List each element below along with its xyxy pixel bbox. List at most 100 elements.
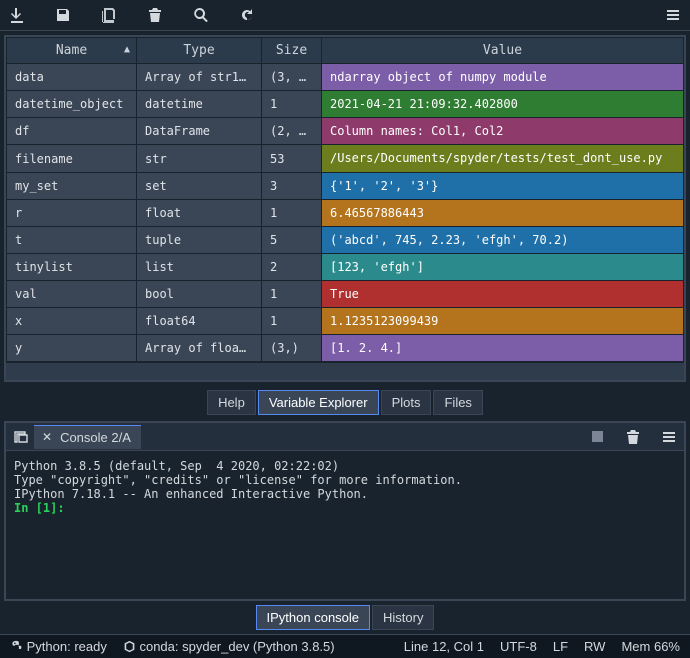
var-size-cell[interactable]: 1 xyxy=(262,281,322,308)
var-size-cell[interactable]: 3 xyxy=(262,173,322,200)
table-header-row: Name▲ Type Size Value xyxy=(7,38,684,64)
var-name-cell[interactable]: my_set xyxy=(7,173,137,200)
var-type-cell[interactable]: tuple xyxy=(137,227,262,254)
variable-table: Name▲ Type Size Value dataArray of str12… xyxy=(6,37,684,362)
console-output[interactable]: Python 3.8.5 (default, Sep 4 2020, 02:22… xyxy=(6,451,684,599)
import-icon[interactable] xyxy=(8,6,26,24)
var-name-cell[interactable]: r xyxy=(7,200,137,227)
var-value-cell[interactable]: 1.1235123099439 xyxy=(322,308,684,335)
variable-explorer-toolbar xyxy=(0,0,690,31)
var-size-cell[interactable]: 1 xyxy=(262,91,322,118)
var-value-cell[interactable]: ndarray object of numpy module xyxy=(322,64,684,91)
var-value-cell[interactable]: /Users/Documents/spyder/tests/test_dont_… xyxy=(322,145,684,173)
var-name-cell[interactable]: y xyxy=(7,335,137,362)
var-size-cell[interactable]: 1 xyxy=(262,200,322,227)
var-type-cell[interactable]: float xyxy=(137,200,262,227)
tab-ipython-console[interactable]: IPython console xyxy=(256,605,371,630)
var-name-cell[interactable]: x xyxy=(7,308,137,335)
col-header-size[interactable]: Size xyxy=(262,38,322,64)
table-row[interactable]: valbool1True xyxy=(7,281,684,308)
tab-plots[interactable]: Plots xyxy=(381,390,432,415)
status-bar: Python: ready conda: spyder_dev (Python … xyxy=(0,634,690,658)
sort-asc-icon: ▲ xyxy=(124,44,130,55)
var-value-cell[interactable]: {'1', '2', '3'} xyxy=(322,173,684,200)
tab-history[interactable]: History xyxy=(372,605,434,630)
status-mem[interactable]: Mem 66% xyxy=(621,639,680,654)
refresh-icon[interactable] xyxy=(238,6,256,24)
status-eol[interactable]: LF xyxy=(553,639,568,654)
python-icon xyxy=(10,640,23,653)
status-python[interactable]: Python: ready xyxy=(10,639,107,654)
status-encoding[interactable]: UTF-8 xyxy=(500,639,537,654)
browse-tabs-icon[interactable] xyxy=(12,428,30,446)
hamburger-icon[interactable] xyxy=(664,6,682,24)
var-value-cell[interactable]: Column names: Col1, Col2 xyxy=(322,118,684,145)
var-value-cell[interactable]: True xyxy=(322,281,684,308)
console-prompt: In [1]: xyxy=(14,501,65,515)
var-name-cell[interactable]: val xyxy=(7,281,137,308)
var-type-cell[interactable]: bool xyxy=(137,281,262,308)
var-type-cell[interactable]: DataFrame xyxy=(137,118,262,145)
col-header-name[interactable]: Name▲ xyxy=(7,38,137,64)
var-type-cell[interactable]: str xyxy=(137,145,262,173)
var-size-cell[interactable]: (3, 3) xyxy=(262,64,322,91)
status-line-col[interactable]: Line 12, Col 1 xyxy=(404,639,484,654)
console-options-icon[interactable] xyxy=(660,428,678,446)
col-header-type[interactable]: Type xyxy=(137,38,262,64)
table-row[interactable]: yArray of float32(3,)[1. 2. 4.] xyxy=(7,335,684,362)
console-tab[interactable]: ✕ Console 2/A xyxy=(34,425,141,449)
var-type-cell[interactable]: Array of float32 xyxy=(137,335,262,362)
var-name-cell[interactable]: datetime_object xyxy=(7,91,137,118)
var-type-cell[interactable]: datetime xyxy=(137,91,262,118)
var-type-cell[interactable]: Array of str128 xyxy=(137,64,262,91)
var-size-cell[interactable]: 53 xyxy=(262,145,322,173)
var-size-cell[interactable]: (2, 2) xyxy=(262,118,322,145)
table-row[interactable]: xfloat6411.1235123099439 xyxy=(7,308,684,335)
delete-icon[interactable] xyxy=(146,6,164,24)
console-pane: ✕ Console 2/A Python 3.8.5 (default, Sep… xyxy=(4,421,686,601)
tab-help[interactable]: Help xyxy=(207,390,256,415)
var-name-cell[interactable]: df xyxy=(7,118,137,145)
variable-explorer-pane: Name▲ Type Size Value dataArray of str12… xyxy=(4,35,686,382)
search-icon[interactable] xyxy=(192,6,210,24)
var-value-cell[interactable]: [123, 'efgh'] xyxy=(322,254,684,281)
var-name-cell[interactable]: data xyxy=(7,64,137,91)
console-line: Type "copyright", "credits" or "license"… xyxy=(14,473,676,487)
var-value-cell[interactable]: 2021-04-21 21:09:32.402800 xyxy=(322,91,684,118)
status-conda[interactable]: conda: spyder_dev (Python 3.8.5) xyxy=(123,639,335,654)
table-row[interactable]: tinylistlist2[123, 'efgh'] xyxy=(7,254,684,281)
stop-icon[interactable] xyxy=(588,428,606,446)
close-tab-icon[interactable]: ✕ xyxy=(42,430,52,444)
status-rw[interactable]: RW xyxy=(584,639,605,654)
bottom-tabs: IPython console History xyxy=(0,601,690,634)
tab-variable-explorer[interactable]: Variable Explorer xyxy=(258,390,379,415)
table-row[interactable]: rfloat16.46567886443 xyxy=(7,200,684,227)
console-line: Python 3.8.5 (default, Sep 4 2020, 02:22… xyxy=(14,459,676,473)
var-size-cell[interactable]: 5 xyxy=(262,227,322,254)
var-size-cell[interactable]: (3,) xyxy=(262,335,322,362)
save-icon[interactable] xyxy=(54,6,72,24)
console-line: IPython 7.18.1 -- An enhanced Interactiv… xyxy=(14,487,676,501)
var-type-cell[interactable]: set xyxy=(137,173,262,200)
var-name-cell[interactable]: filename xyxy=(7,145,137,173)
table-row[interactable]: dataArray of str128(3, 3)ndarray object … xyxy=(7,64,684,91)
var-name-cell[interactable]: t xyxy=(7,227,137,254)
table-row[interactable]: datetime_objectdatetime12021-04-21 21:09… xyxy=(7,91,684,118)
table-row[interactable]: ttuple5('abcd', 745, 2.23, 'efgh', 70.2) xyxy=(7,227,684,254)
save-all-icon[interactable] xyxy=(100,6,118,24)
var-type-cell[interactable]: list xyxy=(137,254,262,281)
var-size-cell[interactable]: 1 xyxy=(262,308,322,335)
var-value-cell[interactable]: ('abcd', 745, 2.23, 'efgh', 70.2) xyxy=(322,227,684,254)
var-name-cell[interactable]: tinylist xyxy=(7,254,137,281)
table-row[interactable]: my_setset3{'1', '2', '3'} xyxy=(7,173,684,200)
table-row[interactable]: filenamestr53/Users/Documents/spyder/tes… xyxy=(7,145,684,173)
tab-files[interactable]: Files xyxy=(433,390,482,415)
table-row[interactable]: dfDataFrame(2, 2)Column names: Col1, Col… xyxy=(7,118,684,145)
clear-icon[interactable] xyxy=(624,428,642,446)
var-value-cell[interactable]: 6.46567886443 xyxy=(322,200,684,227)
var-type-cell[interactable]: float64 xyxy=(137,308,262,335)
col-header-value[interactable]: Value xyxy=(322,38,684,64)
var-value-cell[interactable]: [1. 2. 4.] xyxy=(322,335,684,362)
table-empty-area xyxy=(6,362,684,380)
var-size-cell[interactable]: 2 xyxy=(262,254,322,281)
